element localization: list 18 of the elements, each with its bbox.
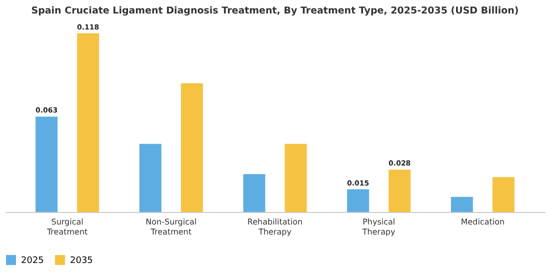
chart-title: Spain Cruciate Ligament Diagnosis Treatment, By Treatment Type, 2025-2035 (USD Billion) [31,6,519,16]
bar [243,174,266,212]
bar [180,83,203,212]
x-tick-label: Non-Surgical Treatment [146,218,197,236]
bar [77,33,100,212]
bar [450,196,473,212]
x-tick-label: Medication [460,218,505,226]
legend-label: 2025 [21,256,44,266]
x-tick-label: Surgical Treatment [46,218,88,236]
legend-label: 2035 [70,256,93,266]
x-tick-label: Physical Therapy [361,218,396,236]
bar [347,189,370,212]
bar [388,170,411,212]
bar [492,177,514,212]
bar [36,116,58,212]
bar [284,144,307,212]
bar [139,144,162,212]
x-tick-label: Rehabilitation Therapy [247,218,303,236]
